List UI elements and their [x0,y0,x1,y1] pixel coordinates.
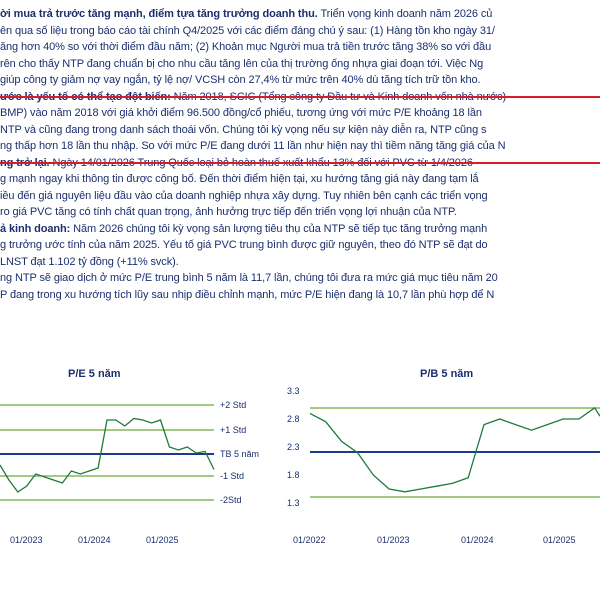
x-tick-label: 01/2024 [461,535,494,545]
y-tick-label: 2.3 [287,442,300,452]
text-line: BMP) vào năm 2018 với giá khởi điểm 96.5… [0,107,482,119]
text-line: ăng hơn 40% so với thời điểm đầu năm; (2… [0,41,492,53]
pe-series-line [0,417,215,493]
pb-chart: 3.3 2.8 2.3 1.8 1.3 01/2022 01/2023 01/2… [287,386,600,545]
red-divider [0,96,600,98]
text-line: g mạnh ngay khi thông tin được công bố. … [0,173,479,185]
x-tick-label: 01/2025 [543,535,576,545]
x-tick-label: 01/2025 [146,535,179,545]
x-tick-label: 01/2024 [78,535,111,545]
pb-chart-title: P/B 5 năm [420,368,474,380]
y-tick-label: 2.8 [287,414,300,424]
band-label: -2Std [220,495,242,505]
pe-chart-title: P/E 5 năm [68,368,121,380]
band-label: +2 Std [220,400,246,410]
y-tick-label: 1.3 [287,498,300,508]
pb-series-line [309,406,600,493]
text-line: ng NTP sẽ giao dịch ở mức P/E trung bình… [0,272,498,284]
band-label: TB 5 năm [220,449,259,459]
text-line: P đang trong xu hướng tích lũy sau nhịp … [0,288,495,301]
text-line: ng thấp hơn 18 lần thu nhập. So với mức … [0,140,506,152]
text-line: giúp công ty giảm nợ vay ngắn, tỷ lệ nợ/… [0,74,481,86]
text-line: NTP và cũng đang trong danh sách thoái v… [0,123,487,136]
band-label: -1 Std [220,471,244,481]
pe-chart: +2 Std +1 Std TB 5 năm -1 Std -2Std 01/2… [0,400,259,545]
text-line: iều đến giá nguyên liệu đầu vào của doan… [0,189,488,202]
text-line: LNST đạt 1.102 tỷ đồng (+11% svck). [0,255,179,268]
text-line: ên qua số liệu trong báo cáo tài chính Q… [0,24,495,37]
y-tick-label: 3.3 [287,386,300,396]
text-line: g trưởng ước tính của năm 2025. Yếu tố g… [0,239,488,251]
x-tick-label: 01/2023 [10,535,43,545]
text-line: rên cho thấy NTP đang chuẩn bị cho nhu c… [0,57,484,70]
text-line: ời mua trả trước tăng mạnh, điểm tựa tăn… [0,8,493,20]
y-tick-label: 1.8 [287,470,300,480]
text-line: ro giá PVC tăng có tính chất quan trọng,… [0,206,457,218]
text-line: ả kinh doanh: Năm 2026 chúng tôi kỳ vọng… [0,222,488,235]
report-text: ời mua trả trước tăng mạnh, điểm tựa tăn… [0,6,600,303]
band-label: +1 Std [220,425,246,435]
x-tick-label: 01/2023 [377,535,410,545]
x-tick-label: 01/2022 [293,535,326,545]
red-divider [0,162,600,164]
